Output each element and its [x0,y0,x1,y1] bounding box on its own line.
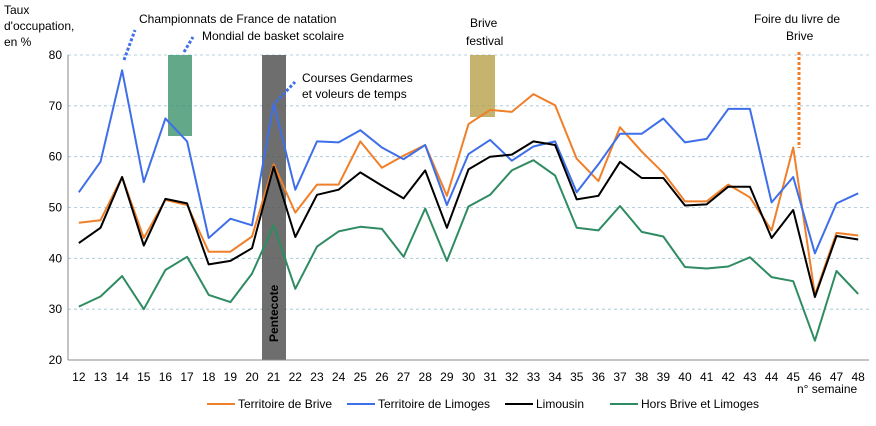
event-band-basket [168,55,192,136]
x-tick-label: 37 [613,370,627,384]
x-tick-label: 33 [527,370,541,384]
x-tick-label: 24 [332,370,346,384]
legend-label-limousin: Limousin [536,397,584,411]
y-tick-label: 70 [49,99,63,113]
x-tick-label: 19 [224,370,238,384]
y-tick-labels: 20 30 40 50 60 70 80 [49,48,63,367]
x-tick-label: 48 [851,370,865,384]
x-axis-title: n° semaine [797,382,857,396]
pointer-gendarmes [274,80,297,104]
x-tick-label: 28 [419,370,433,384]
y-tick-label: 30 [49,302,63,316]
x-tick-label: 22 [289,370,303,384]
x-tick-label: 30 [462,370,476,384]
series-line-3 [78,140,859,298]
y-axis-title-line-2: d'occupation, [4,19,74,33]
event-label-foire-2: Brive [786,29,814,43]
x-tick-label: 46 [808,370,822,384]
x-tick-label: 45 [787,370,801,384]
event-label-basket: Mondial de basket scolaire [202,29,344,43]
event-label-pentecote: Pentecote [267,284,281,342]
x-tick-label: 14 [115,370,129,384]
y-tick-label: 40 [49,251,63,265]
y-axis-title-line-1: Taux [4,3,29,17]
x-tick-label: 25 [354,370,368,384]
x-tick-label: 29 [440,370,454,384]
legend-label-limoges: Territoire de Limoges [378,397,490,411]
x-tick-label: 27 [397,370,411,384]
event-label-brive-1: Brive [470,16,498,30]
y-axis-title-line-3: en % [4,35,32,49]
y-tick-label: 80 [49,48,63,62]
y-tick-label: 20 [49,353,63,367]
x-tick-label: 23 [310,370,324,384]
series-line-1 [78,93,859,296]
legend: Territoire de Brive Territoire de Limoge… [207,397,759,411]
x-tick-labels: 12 13 14 15 16 17 18 19 20 21 22 23 24 25 26 27 28 29 30 31… [72,370,865,384]
x-tick-label: 43 [743,370,757,384]
x-tick-label: 44 [765,370,779,384]
x-tick-label: 36 [592,370,606,384]
x-tick-label: 35 [570,370,584,384]
y-tick-label: 60 [49,150,63,164]
legend-label-brive: Territoire de Brive [238,397,332,411]
event-label-foire-1: Foire du livre de [754,12,840,26]
x-tick-label: 12 [72,370,86,384]
series-line-2 [77,69,859,255]
legend-label-hors: Hors Brive et Limoges [641,397,759,411]
gridlines [68,54,869,310]
series-line-4 [78,159,859,342]
y-tick-label: 50 [49,201,63,215]
x-tick-label: 13 [94,370,108,384]
x-tick-label: 34 [548,370,562,384]
x-tick-label: 42 [722,370,736,384]
x-tick-label: 39 [657,370,671,384]
x-tick-label: 41 [700,370,714,384]
x-tick-label: 32 [505,370,519,384]
event-label-gendarmes-1: Courses Gendarmes [302,71,413,85]
x-tick-label: 40 [678,370,692,384]
x-tick-label: 18 [202,370,216,384]
pointer-basket [182,36,195,53]
x-tick-label: 15 [137,370,151,384]
x-tick-label: 31 [483,370,497,384]
event-label-brive-2: festival [466,34,503,48]
x-tick-label: 21 [267,370,281,384]
pointer-natation [122,29,137,61]
series-lines [77,69,859,342]
x-tick-label: 17 [180,370,194,384]
x-tick-label: 20 [245,370,259,384]
x-tick-label: 38 [635,370,649,384]
x-tick-label: 47 [830,370,844,384]
x-tick-label: 16 [159,370,173,384]
event-label-natation: Championnats de France de natation [139,12,336,26]
event-band-brive-festival [470,55,495,117]
x-tick-label: 26 [375,370,389,384]
event-label-gendarmes-2: et voleurs de temps [302,87,407,101]
